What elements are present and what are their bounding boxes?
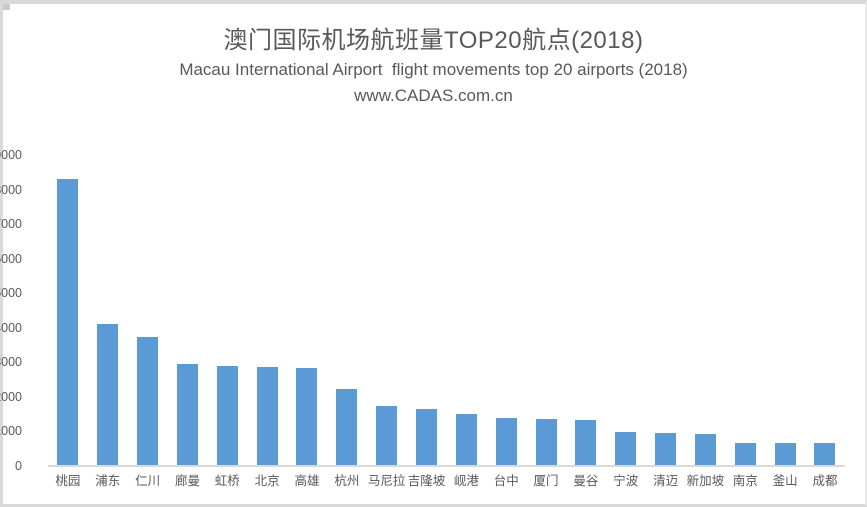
x-axis-label: 岘港 (453, 474, 479, 488)
bar-group: 宁波 (606, 155, 646, 488)
bar (137, 337, 159, 466)
y-axis-tick-label: 5000 (0, 286, 22, 301)
x-axis-label: 桃园 (55, 474, 81, 488)
chart-subtitle: Macau International Airport flight movem… (179, 60, 688, 79)
x-axis-label: 新加坡 (686, 474, 725, 488)
bar (416, 409, 438, 466)
bar-group: 厦门 (526, 155, 566, 488)
bar (694, 434, 716, 466)
bar (575, 419, 597, 466)
x-axis-label: 马尼拉 (367, 474, 406, 488)
bar-group: 桃园 (48, 155, 88, 488)
bar-group: 岘港 (446, 155, 486, 488)
bar (615, 432, 637, 466)
x-axis-label: 廊曼 (174, 474, 200, 488)
bar-group: 新加坡 (686, 155, 726, 488)
bar-group: 浦东 (88, 155, 128, 488)
bar-series: 桃园 浦东 仁川 廊曼 虹桥 北京 高雄 杭州 马尼拉 吉隆坡 岘港 台中 厦门 曼谷 宁波 清迈 新加坡 南京釜… (48, 155, 845, 488)
y-axis-tick-label: 0 (15, 459, 22, 473)
bar-group: 杭州 (327, 155, 367, 488)
bar (814, 443, 836, 466)
x-axis-label: 杭州 (334, 474, 360, 488)
bar (734, 442, 756, 466)
bar-group: 虹桥 (207, 155, 247, 488)
bar-group: 北京 (247, 155, 287, 488)
bar-group: 南京 (725, 155, 765, 488)
x-axis-label: 浦东 (95, 474, 121, 488)
bar-group: 曼谷 (566, 155, 606, 488)
y-axis-tick-label: 7000 (0, 217, 22, 232)
y-axis-tick-label: 6000 (0, 251, 22, 266)
bar-group: 廊曼 (168, 155, 208, 488)
x-axis-label: 南京 (732, 474, 758, 488)
bar (376, 405, 398, 466)
x-axis-label: 台中 (493, 474, 519, 488)
bar-group: 成都 (805, 155, 845, 488)
bar-group: 高雄 (287, 155, 327, 488)
bar-group: 马尼拉 (367, 155, 407, 488)
y-axis-tick-label: 9000 (0, 148, 22, 162)
y-axis-tick-label: 1000 (0, 424, 22, 439)
bar (535, 419, 557, 466)
watermark-url: www.CADAS.com.cn (354, 86, 513, 105)
bar-group: 仁川 (128, 155, 168, 488)
x-axis-label: 虹桥 (214, 474, 240, 488)
bar (97, 324, 119, 466)
x-axis-label: 北京 (254, 474, 280, 488)
bar (774, 442, 796, 466)
y-axis-tick-label: 2000 (0, 389, 22, 404)
x-axis-label: 仁川 (135, 474, 161, 488)
x-axis-label: 曼谷 (573, 474, 599, 488)
corner-artifact (2, 2, 10, 10)
bar-group: 清迈 (646, 155, 686, 488)
bar-group: 台中 (486, 155, 526, 488)
x-axis-line (48, 465, 845, 467)
bar (57, 179, 79, 466)
x-axis-label: 高雄 (294, 474, 320, 488)
y-axis-tick-label: 4000 (0, 320, 22, 335)
x-axis-label: 厦门 (533, 474, 559, 488)
bar (256, 367, 278, 466)
x-axis-label: 宁波 (613, 474, 639, 488)
bar-group: 釜山 (765, 155, 805, 488)
plot-area: 0 1000 2000 3000 4000 5000 6000 7000 8000 9000 桃园… (0, 148, 845, 488)
chart-title: 澳门国际机场航班量TOP20航点(2018) (223, 27, 644, 54)
bar (495, 418, 517, 466)
y-axis-tick-label: 8000 (0, 182, 22, 197)
x-axis-label: 釜山 (772, 474, 798, 488)
bar (176, 364, 198, 466)
bar (296, 368, 318, 466)
y-axis-tick-label: 3000 (0, 355, 22, 370)
bar (655, 433, 677, 466)
bar (216, 366, 238, 466)
bar (455, 413, 477, 466)
x-axis-label: 清迈 (653, 474, 679, 488)
x-axis-label: 吉隆坡 (407, 474, 446, 488)
bar (336, 389, 358, 466)
x-axis-label: 成都 (812, 474, 838, 488)
bar-group: 吉隆坡 (407, 155, 447, 488)
